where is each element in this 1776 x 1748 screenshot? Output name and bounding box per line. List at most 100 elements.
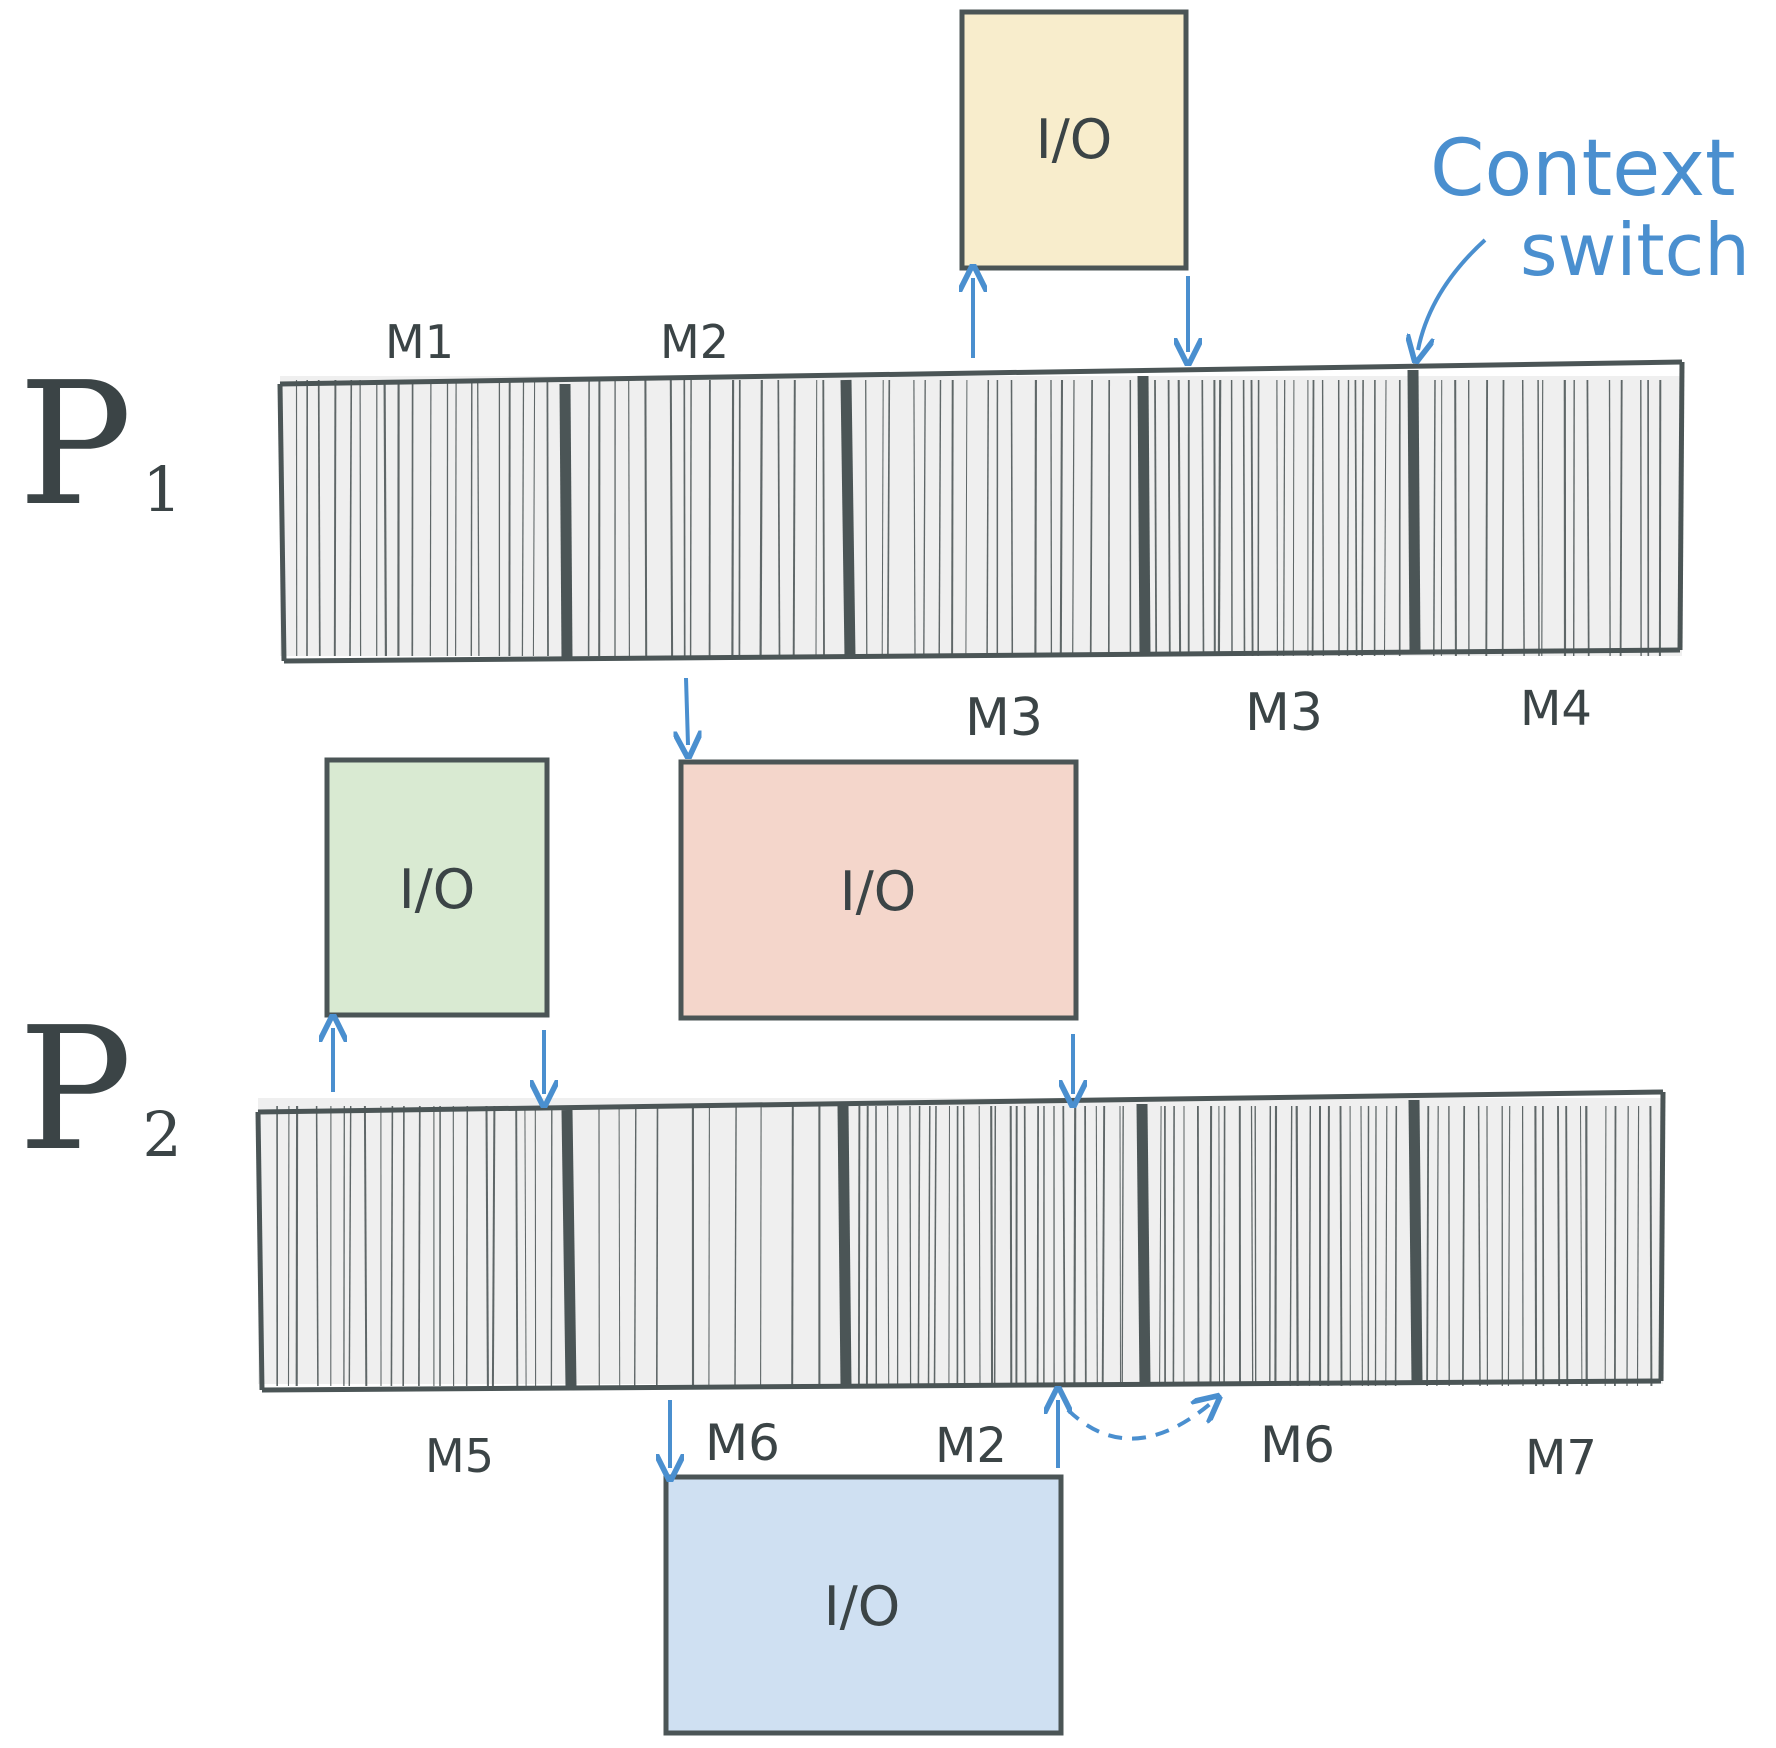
instruction-line: [1292, 379, 1295, 657]
instruction-line: [383, 379, 387, 657]
instruction-line: [1254, 1105, 1257, 1387]
instruction-line: [1542, 1105, 1545, 1387]
instruction-line: [1346, 379, 1350, 657]
p1-segment-label-4: M3: [1245, 683, 1323, 743]
instruction-line: [1436, 1105, 1439, 1387]
instruction-line: [986, 379, 990, 657]
process-2-bar-bottom-edge: [261, 1378, 1662, 1393]
instruction-line: [917, 1105, 921, 1387]
instruction-line: [359, 379, 362, 657]
instruction-line: [1034, 379, 1037, 657]
io-block-2-box: [324, 757, 550, 1018]
io-block-1: I/O: [959, 9, 1189, 271]
instruction-line: [1242, 379, 1246, 657]
instruction-line: [923, 379, 926, 657]
instruction-line: [1619, 379, 1623, 657]
instruction-line: [418, 1105, 421, 1387]
process-1-timeline: [277, 359, 1685, 664]
instruction-line: [857, 1105, 861, 1387]
annotation-switch: switch: [1520, 208, 1750, 292]
p2-segment-label-4: M6: [1260, 1416, 1335, 1474]
instruction-line: [731, 379, 735, 657]
process-1-context-switch-1: [559, 383, 573, 660]
instruction-line: [315, 1105, 319, 1387]
instruction-line: [1507, 1105, 1511, 1387]
instruction-line: [1250, 379, 1254, 657]
instruction-line: [777, 379, 781, 657]
instruction-line: [1534, 1105, 1538, 1387]
instruction-line: [759, 379, 763, 657]
instruction-line: [655, 1105, 659, 1387]
instruction-line: [1089, 379, 1093, 657]
instruction-line: [689, 379, 692, 657]
instruction-line: [865, 1105, 869, 1387]
instruction-line: [938, 379, 942, 657]
instruction-line: [1084, 1105, 1087, 1387]
instruction-line: [1276, 379, 1278, 657]
io-block-3: I/O: [678, 759, 1079, 1021]
process-2-bar-left-edge: [255, 1111, 265, 1391]
instruction-line: [990, 1105, 994, 1387]
instruction-line: [1374, 1105, 1377, 1387]
instruction-line: [402, 1105, 405, 1387]
instruction-line: [349, 379, 353, 657]
instruction-line: [1289, 1105, 1293, 1387]
instruction-line: [1385, 1105, 1388, 1387]
io-block-4: I/O: [663, 1474, 1064, 1736]
p1-segment-label-5: M4: [1520, 681, 1592, 737]
instruction-line: [515, 1105, 519, 1387]
instruction-line: [1073, 1105, 1077, 1387]
instruction-line: [1521, 379, 1525, 657]
instruction-line: [1327, 1105, 1330, 1387]
instruction-line: [913, 379, 916, 657]
arrow-p1-to-io-3: [686, 677, 688, 745]
instruction-line: [1586, 379, 1590, 657]
process-1-bar-top-edge: [279, 359, 1683, 387]
instruction-line: [993, 1105, 997, 1387]
process-1-bar-right-edge: [1677, 361, 1685, 651]
io-block-1-box: [959, 9, 1189, 271]
instruction-line: [1454, 379, 1457, 657]
instruction-line: [587, 379, 590, 657]
instruction-line: [887, 1105, 890, 1387]
instruction-line: [792, 379, 796, 657]
instruction-line: [760, 1105, 762, 1387]
process-2-context-switch-2: [837, 1105, 852, 1387]
instruction-line: [1557, 1105, 1561, 1387]
instruction-line: [1433, 379, 1436, 657]
p2-segment-label-5: M7: [1525, 1430, 1597, 1486]
instruction-line: [1626, 1105, 1629, 1387]
instruction-line: [927, 1105, 931, 1387]
instruction-line: [333, 379, 337, 657]
instruction-line: [1095, 1105, 1098, 1387]
instruction-line: [1274, 1105, 1278, 1387]
instruction-line: [1636, 1105, 1640, 1387]
process-2-subscript: 2: [142, 1098, 182, 1171]
instruction-line: [532, 379, 536, 657]
instruction-line: [881, 379, 884, 657]
instruction-line: [1426, 1105, 1430, 1387]
instruction-line: [708, 1105, 710, 1387]
instruction-line: [1614, 1105, 1617, 1387]
process-2-letter: P: [18, 991, 133, 1189]
instruction-line: [1177, 379, 1182, 657]
instruction-line: [887, 379, 891, 657]
instruction-line: [1172, 1105, 1175, 1387]
instruction-line: [628, 379, 630, 657]
instruction-line: [951, 379, 954, 657]
instruction-line: [669, 379, 674, 657]
instruction-line: [865, 379, 868, 657]
instruction-line: [1283, 379, 1286, 657]
instruction-line: [1209, 1105, 1213, 1387]
instruction-line: [1383, 379, 1387, 657]
process-1-context-switch-2: [840, 379, 856, 658]
instruction-line: [491, 1105, 496, 1387]
instruction-line: [734, 1105, 737, 1387]
instruction-line: [634, 1105, 637, 1387]
instruction-line: [1339, 1105, 1343, 1387]
instruction-line: [822, 379, 825, 657]
instruction-line: [1072, 379, 1075, 657]
instruction-line: [521, 379, 525, 657]
